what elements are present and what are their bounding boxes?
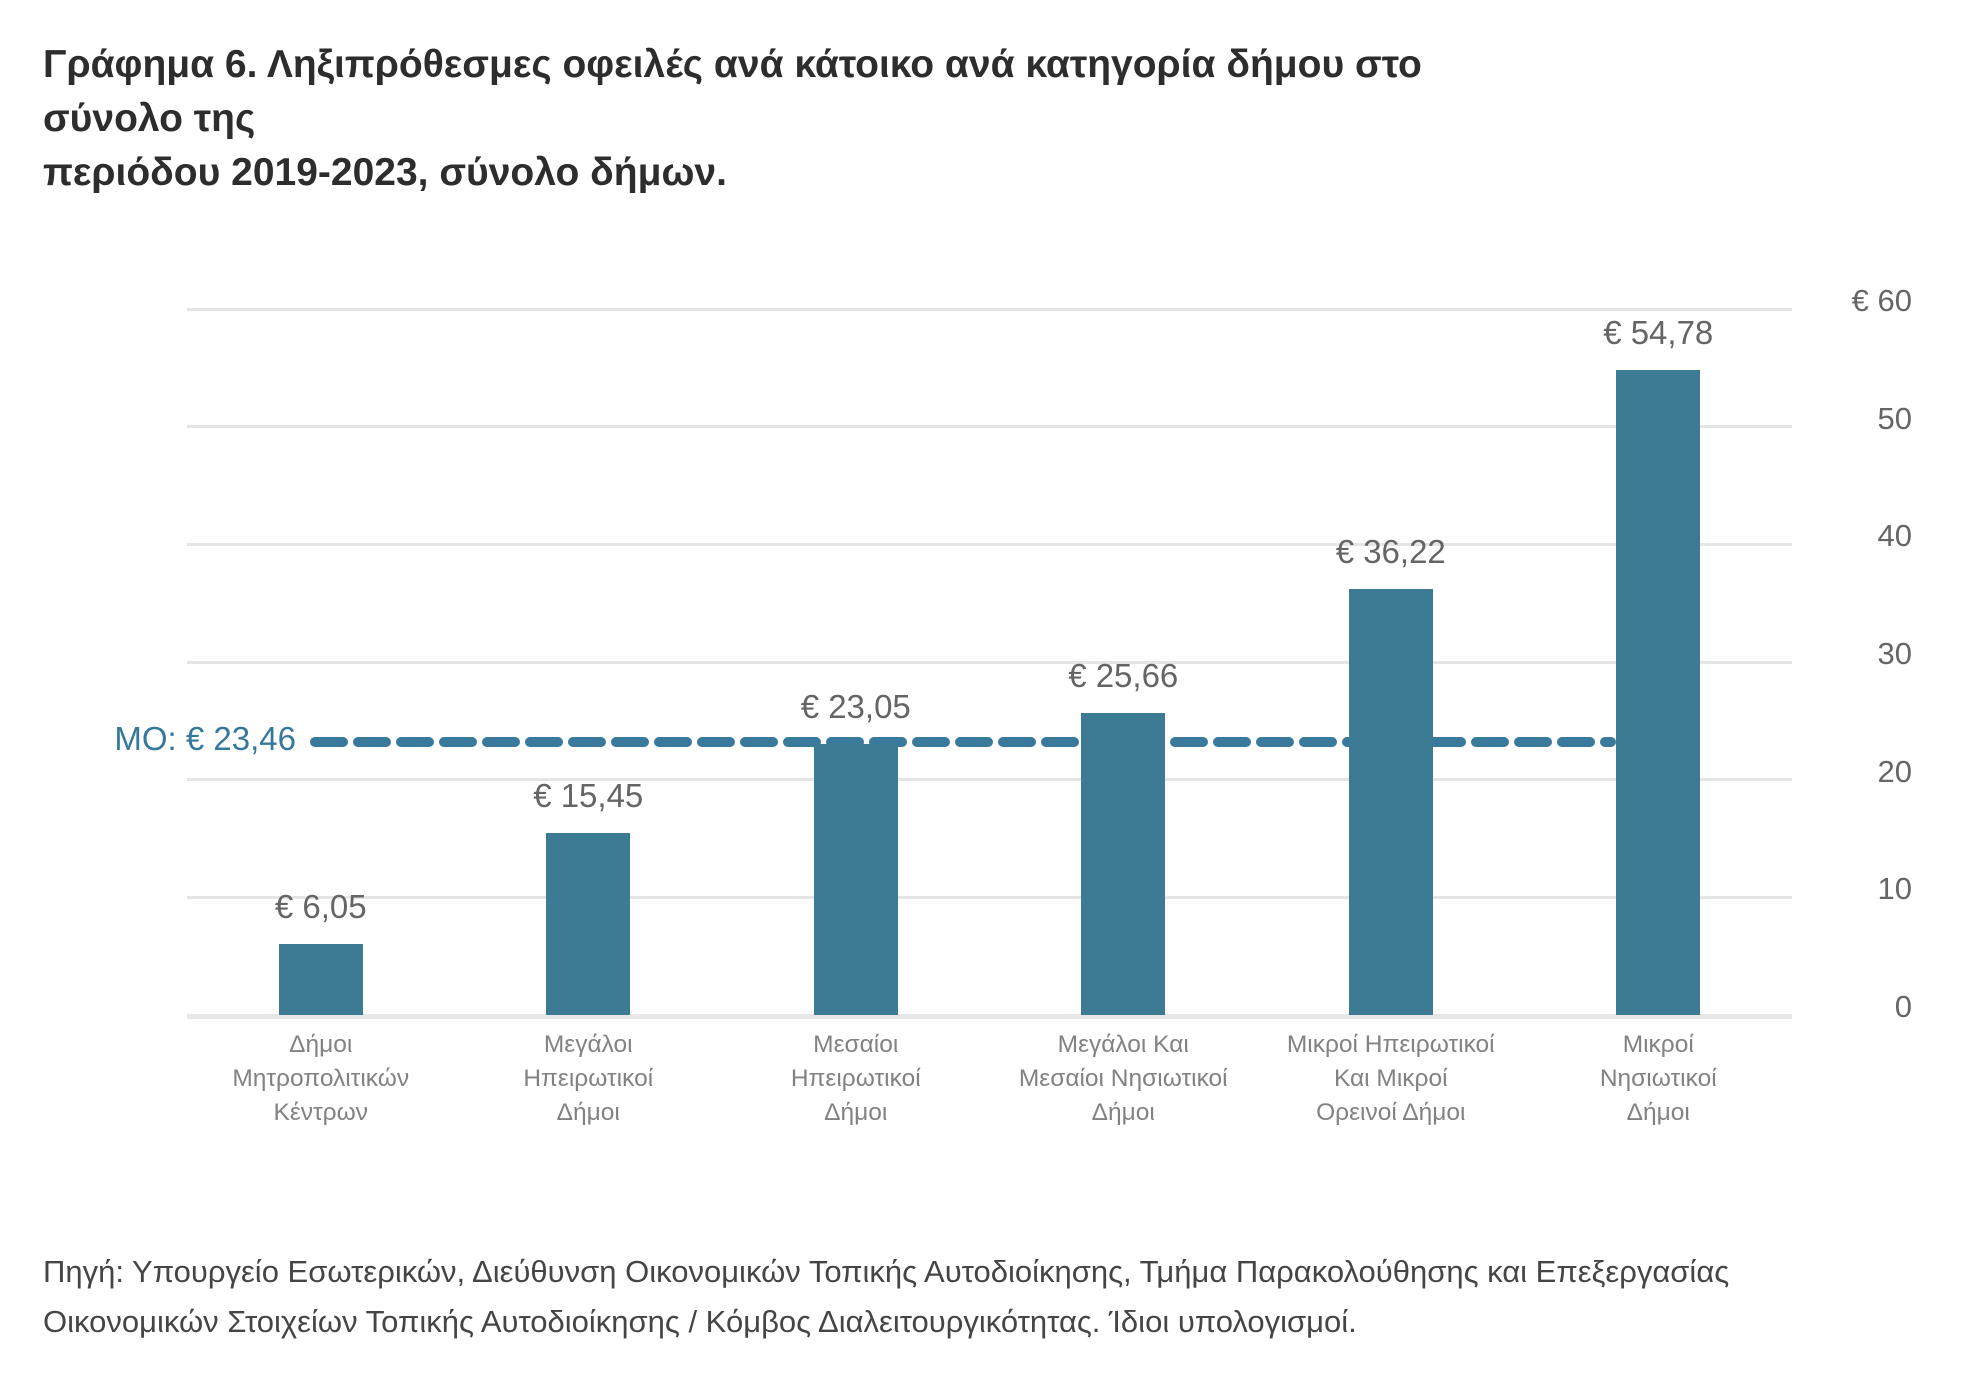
category-label-line: Μικροί (1622, 1031, 1694, 1058)
gridline-60 (187, 307, 1792, 311)
x-axis-category-label: Μεσαίοι Ηπειρωτικοί Δήμοι (722, 1028, 990, 1130)
page-title-line2: περιόδου 2019-2023, σύνολο δήμων. (43, 151, 727, 194)
category-label-line: Μητροπολιτικών (232, 1065, 410, 1092)
category-label-line: Κέντρων (273, 1099, 368, 1126)
category-label-line: Μεσαίοι (813, 1031, 899, 1058)
bar-5 (1348, 588, 1433, 1015)
x-axis-category-label: Μικροί Νησιωτικοί Δήμοι (1525, 1028, 1793, 1130)
x-axis-category-label: Μικροί Ηπειρωτικοί Και Μικροί Ορεινοί Δήμο… (1257, 1028, 1525, 1130)
category-label-line: Και Μικροί (1333, 1065, 1448, 1092)
gridline-30 (187, 660, 1792, 664)
gridline-0 (187, 1014, 1792, 1019)
category-label-line: Ορεινοί Δήμοι (1316, 1099, 1466, 1126)
bar-value-label: € 15,45 (533, 777, 644, 815)
bar-value-label: € 6,05 (274, 887, 367, 925)
category-label-line: Ηπειρωτικοί (790, 1065, 921, 1092)
x-axis-category-label: Δήμοι Μητροπολιτικών Κέντρων (187, 1028, 455, 1130)
y-axis-tick-label: 20 (1877, 753, 1912, 789)
bar-value-label: € 36,22 (1335, 532, 1446, 570)
y-axis-tick-label: € 60 (1851, 283, 1912, 318)
category-label-line: Μεσαίοι Νησιωτικοί (1018, 1065, 1228, 1092)
y-axis-tick-label: 50 (1877, 400, 1912, 436)
category-label-line: Νησιωτικοί (1599, 1065, 1717, 1092)
category-label-line: Δήμοι (1626, 1099, 1690, 1126)
bar-value-label: € 54,78 (1603, 314, 1714, 352)
gridline-40 (187, 542, 1792, 546)
y-axis-tick-label: 10 (1877, 871, 1912, 907)
category-label-line: Μεγάλοι (543, 1031, 633, 1058)
category-label-line: Ηπειρωτικοί (523, 1065, 654, 1092)
bar-2 (546, 833, 631, 1015)
category-label-line: Δήμοι (556, 1099, 620, 1126)
category-label-line: Δήμοι (1091, 1099, 1155, 1126)
gridline-10 (187, 895, 1792, 899)
x-axis-category-label: Μεγάλοι Ηπειρωτικοί Δήμοι (455, 1028, 723, 1130)
page-title-line1: Γράφημα 6. Ληξιπρόθεσμες οφειλές ανά κάτ… (43, 43, 1422, 140)
bar-value-label: € 25,66 (1068, 657, 1179, 695)
page-title: Γράφημα 6. Ληξιπρόθεσμες οφειλές ανά κάτ… (43, 38, 1533, 200)
mean-line-label: ΜΟ: € 23,46 (114, 719, 296, 757)
source-note-line1: Πηγή: Υπουργείο Εσωτερικών, Διεύθυνση Οι… (43, 1254, 1730, 1289)
source-note: Πηγή: Υπουργείο Εσωτερικών, Διεύθυνση Οι… (43, 1247, 1980, 1347)
category-label-line: Μεγάλοι Και (1057, 1031, 1189, 1058)
bar-4 (1081, 713, 1166, 1015)
source-note-line2: Οικονομικών Στοιχείων Τοπικής Αυτοδιοίκη… (43, 1304, 1357, 1339)
category-label-line: Δήμοι (824, 1099, 888, 1126)
category-label-line: Μικροί Ηπειρωτικοί (1286, 1031, 1495, 1058)
gridline-20 (187, 778, 1792, 782)
y-axis-tick-label: 30 (1877, 636, 1912, 671)
bar-1 (278, 943, 363, 1015)
bar-3 (813, 743, 898, 1015)
y-axis-tick-label: 40 (1877, 518, 1912, 554)
x-axis-category-label: Μεγάλοι Και Μεσαίοι Νησιωτικοί Δήμοι (990, 1028, 1258, 1130)
y-axis-tick-label: 0 (1894, 989, 1912, 1024)
gridline-50 (187, 425, 1792, 429)
bar-value-label: € 23,05 (800, 687, 911, 725)
bar-6 (1616, 370, 1701, 1015)
category-label-line: Δήμοι (289, 1031, 353, 1058)
